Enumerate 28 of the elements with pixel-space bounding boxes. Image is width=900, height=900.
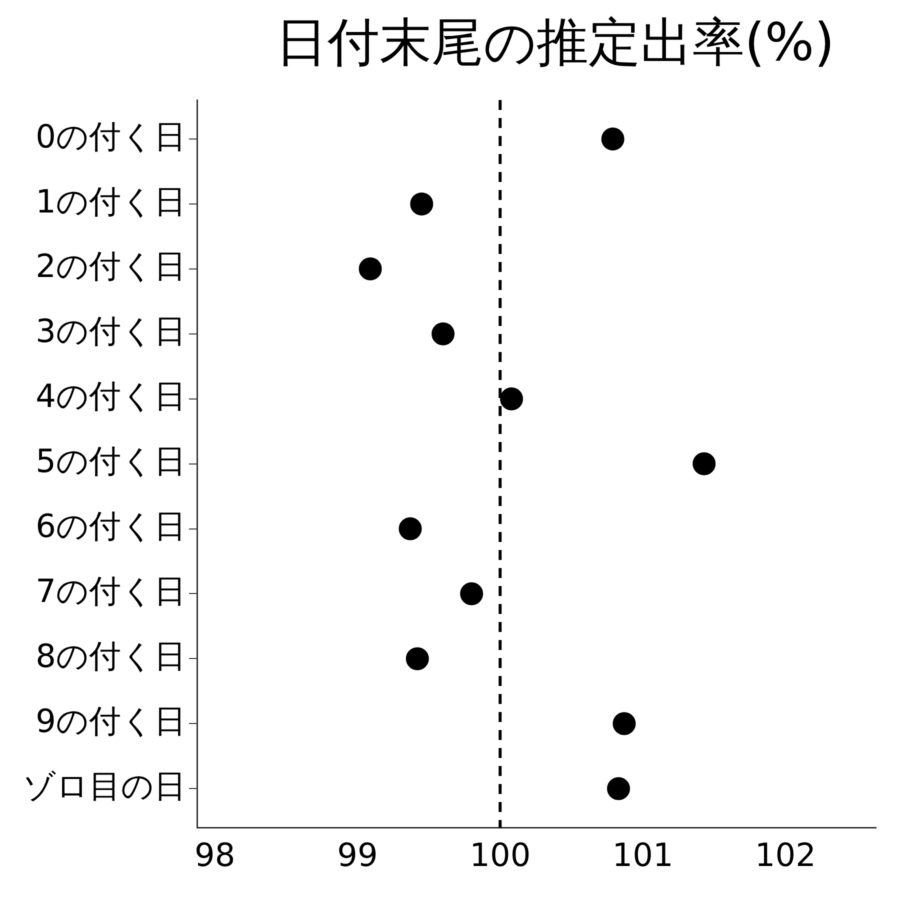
x-tick-label: 100 [470, 836, 531, 874]
y-tick-label: 4の付く日 [36, 377, 186, 416]
point [612, 712, 636, 736]
y-tick-label: 3の付く日 [36, 312, 186, 350]
x-tick-label: 99 [337, 836, 378, 874]
y-tick-label: ゾロ目の日 [23, 766, 186, 805]
point [500, 387, 524, 410]
point [406, 647, 429, 670]
point [601, 127, 624, 150]
point [692, 452, 716, 476]
point [432, 322, 455, 346]
point [398, 517, 422, 540]
point [410, 192, 434, 216]
x-tick-label: 98 [194, 836, 236, 874]
point [358, 257, 382, 280]
y-tick-label: 0の付く日 [36, 117, 186, 156]
y-tick-label: 8の付く日 [36, 637, 186, 676]
chart-title: 日付末尾の推定出率(%) [274, 12, 836, 75]
y-tick-label: 1の付く日 [36, 182, 186, 220]
x-tick-label: 102 [754, 836, 816, 874]
x-tick-label: 101 [612, 836, 674, 874]
point [607, 777, 630, 800]
point [460, 582, 484, 606]
y-tick-label: 5の付く日 [36, 442, 186, 480]
y-tick-label: 6の付く日 [36, 507, 186, 546]
y-tick-label: 7の付く日 [36, 572, 186, 610]
y-tick-label: 9の付く日 [36, 702, 186, 740]
y-tick-label: 2の付く日 [36, 247, 186, 286]
